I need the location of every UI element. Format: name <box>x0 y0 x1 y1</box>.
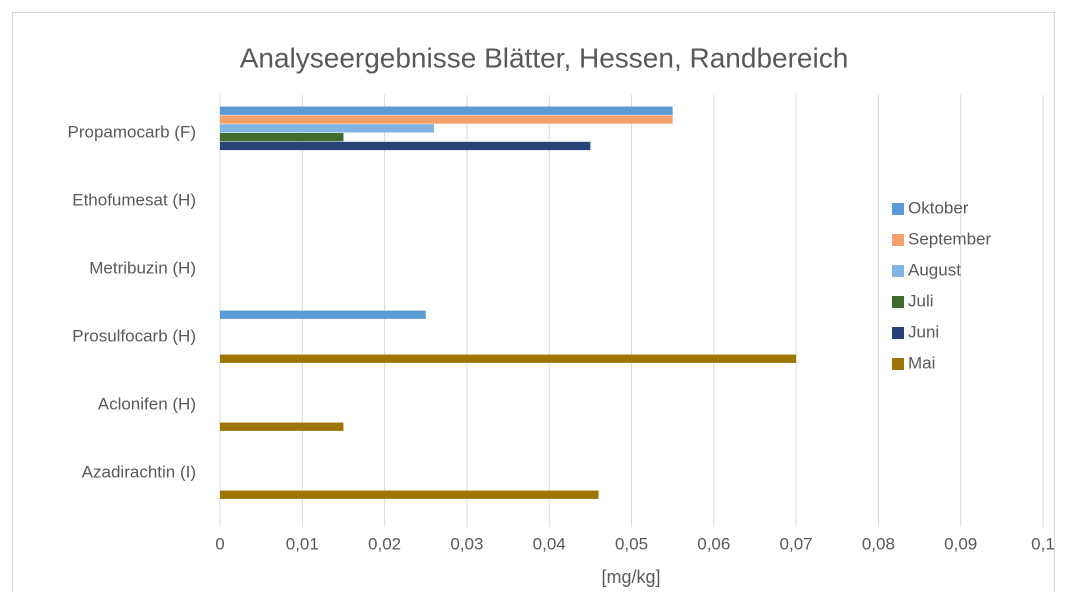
y-tick-label: Azadirachtin (I) <box>82 462 196 481</box>
x-tick-label: 0,06 <box>697 534 730 553</box>
bar <box>220 106 673 115</box>
y-tick-label: Metribuzin (H) <box>89 258 196 277</box>
legend-swatch <box>892 265 904 277</box>
bar <box>220 354 797 363</box>
legend-swatch <box>892 358 904 370</box>
y-tick-label: Ethofumesat (H) <box>72 190 196 209</box>
x-tick-label: 0,02 <box>368 534 401 553</box>
y-tick-label: Prosulfocarb (H) <box>72 326 196 345</box>
legend-swatch <box>892 203 904 215</box>
y-tick-label: Aclonifen (H) <box>98 394 196 413</box>
chart-border <box>12 12 1055 592</box>
x-tick-label: 0,03 <box>450 534 483 553</box>
legend-label: September <box>908 229 991 248</box>
legend-label: August <box>908 260 961 279</box>
legend-label: Oktober <box>908 198 969 217</box>
x-axis-label: [mg/kg] <box>601 567 660 587</box>
legend-label: Juli <box>908 291 934 310</box>
x-tick-label: 0,09 <box>944 534 977 553</box>
bar <box>220 124 434 133</box>
chart-title: Analyseergebnisse Blätter, Hessen, Randb… <box>240 42 849 73</box>
legend-swatch <box>892 327 904 339</box>
legend-label: Juni <box>908 322 939 341</box>
x-tick-label: 0,07 <box>780 534 813 553</box>
bar <box>220 422 344 431</box>
bar <box>220 310 426 319</box>
x-tick-label: 0,05 <box>615 534 648 553</box>
x-tick-label: 0,01 <box>286 534 319 553</box>
bar <box>220 141 591 151</box>
x-tick-label: 0,1 <box>1031 534 1055 553</box>
x-tick-label: 0,08 <box>862 534 895 553</box>
y-tick-label: Propamocarb (F) <box>68 122 196 141</box>
legend-swatch <box>892 296 904 308</box>
legend-swatch <box>892 234 904 246</box>
x-tick-label: 0 <box>215 534 224 553</box>
bar <box>220 490 599 499</box>
bar <box>220 133 344 142</box>
bar <box>220 115 673 124</box>
legend-label: Mai <box>908 353 935 372</box>
x-tick-label: 0,04 <box>533 534 566 553</box>
